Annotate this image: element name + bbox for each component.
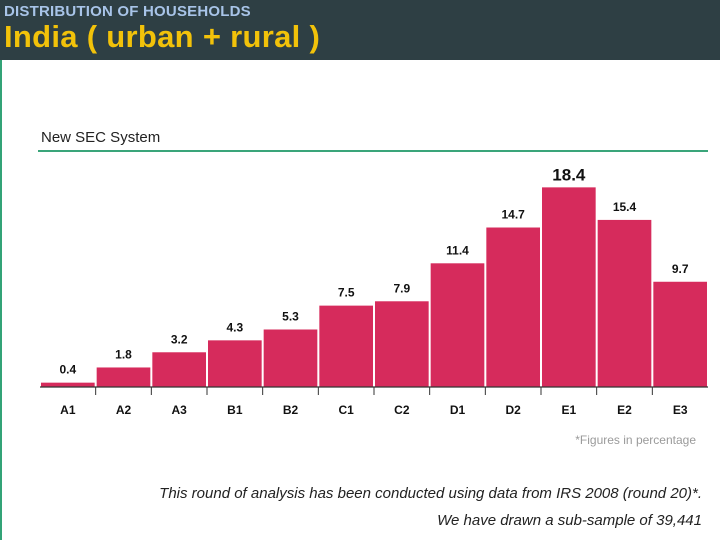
tick-label-a2: A2	[116, 403, 132, 417]
data-label-a3: 3.2	[171, 332, 188, 346]
data-label-e2: 15.4	[613, 200, 637, 214]
chart-title: New SEC System	[41, 129, 161, 146]
tick-label-c1: C1	[338, 403, 354, 417]
data-label-c2: 7.9	[393, 281, 410, 295]
bar-e3	[653, 281, 707, 387]
data-label-e1: 18.4	[552, 165, 586, 184]
tick-label-a1: A1	[60, 403, 76, 417]
bar-a3	[152, 352, 206, 387]
header-subtitle: DISTRIBUTION OF HOUSEHOLDS	[4, 3, 251, 20]
bar-a1	[41, 382, 95, 387]
data-label-d2: 14.7	[501, 208, 525, 222]
caption-line-2: We have drawn a sub-sample of 39,441	[437, 512, 702, 529]
tick-label-e3: E3	[673, 403, 688, 417]
bar-c1	[319, 305, 373, 387]
bar-b1	[208, 340, 262, 387]
bar-d2	[486, 227, 540, 387]
data-label-b1: 4.3	[226, 320, 243, 334]
data-label-b2: 5.3	[282, 309, 299, 323]
data-label-e3: 9.7	[672, 262, 689, 276]
data-label-c1: 7.5	[338, 286, 355, 300]
bar-b2	[263, 329, 318, 387]
left-accent-line	[0, 60, 2, 540]
tick-label-c2: C2	[394, 403, 410, 417]
header-bar: DISTRIBUTION OF HOUSEHOLDS India ( urban…	[0, 0, 720, 60]
tick-label-d2: D2	[505, 403, 521, 417]
data-label-a1: 0.4	[59, 363, 76, 377]
tick-label-e1: E1	[561, 403, 576, 417]
data-label-a2: 1.8	[115, 347, 132, 361]
bar-c2	[375, 301, 429, 387]
header-title: India ( urban + rural )	[4, 19, 321, 54]
tick-label-e2: E2	[617, 403, 632, 417]
caption-line-1: This round of analysis has been conducte…	[159, 485, 702, 502]
bar-e1	[542, 187, 596, 387]
title-divider	[38, 150, 708, 152]
bar-a2	[96, 367, 151, 387]
tick-label-b1: B1	[227, 403, 243, 417]
tick-label-a3: A3	[171, 403, 187, 417]
tick-label-d1: D1	[450, 403, 466, 417]
bar-e2	[597, 219, 652, 387]
footnote: *Figures in percentage	[575, 433, 696, 447]
tick-label-b2: B2	[283, 403, 299, 417]
data-label-d1: 11.4	[446, 243, 469, 257]
bar-d1	[430, 263, 485, 387]
